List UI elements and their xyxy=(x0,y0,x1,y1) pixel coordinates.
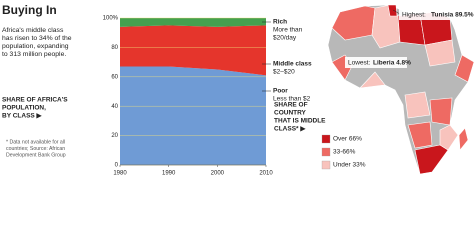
area xyxy=(120,25,266,76)
chart-caption: BY CLASS ▶ xyxy=(2,113,43,120)
map-title: SHARE OF xyxy=(274,102,308,109)
intro-text: has risen to 34% of the xyxy=(2,35,72,42)
series-description: More than xyxy=(273,27,303,34)
highest-label: Highest: xyxy=(402,12,426,19)
series-description: $2–$20 xyxy=(273,69,295,76)
x-tick-label: 1990 xyxy=(162,171,176,177)
chart-caption: POPULATION, xyxy=(2,105,46,112)
legend-label: 33-66% xyxy=(333,149,356,156)
legend-label: Under 33% xyxy=(333,162,366,169)
series-name: Rich xyxy=(273,19,287,26)
area xyxy=(120,18,266,27)
footnote: * Data not available for all xyxy=(6,139,65,145)
intro-text: population, expanding xyxy=(2,43,69,50)
y-tick-label: 40 xyxy=(111,104,118,110)
series-name: Poor xyxy=(273,88,288,95)
africa-map xyxy=(327,4,474,175)
lowest-value: Liberia 4.8% xyxy=(373,60,411,67)
map-title: COUNTRY xyxy=(274,110,307,117)
title: Buying In xyxy=(2,3,57,17)
legend-swatch xyxy=(321,160,331,170)
legend-label: Over 66% xyxy=(333,136,362,143)
legend-swatch xyxy=(321,134,331,144)
footnote: Development Bank Group xyxy=(6,152,66,158)
footnote: countries; Source: African xyxy=(6,146,65,152)
series-description: Less than $2 xyxy=(273,96,311,103)
y-tick-label: 60 xyxy=(111,74,118,80)
chart-caption: SHARE OF AFRICA'S xyxy=(2,97,68,104)
map-title: CLASS* ▶ xyxy=(274,126,306,133)
lowest-label: Lowest: xyxy=(348,60,371,67)
y-tick-label: 0 xyxy=(115,163,119,169)
legend-swatch xyxy=(321,147,331,157)
y-tick-label: 20 xyxy=(111,133,118,139)
highest-value: Tunisia 89.5% xyxy=(431,12,474,19)
y-tick-label: 80 xyxy=(111,45,118,51)
x-tick-label: 2010 xyxy=(259,171,273,177)
infographic: Buying In Highest: Tunisia 89.5% Lowest:… xyxy=(2,3,474,177)
area xyxy=(120,66,266,165)
x-tick-label: 1980 xyxy=(113,171,127,177)
series-description: $20/day xyxy=(273,35,297,42)
intro-text: to 313 million people. xyxy=(2,51,66,58)
map-title: THAT IS MIDDLE xyxy=(274,118,326,125)
x-tick-label: 2000 xyxy=(211,171,225,177)
intro-text: Africa's middle class xyxy=(2,27,64,34)
series-name: Middle class xyxy=(273,61,312,68)
y-tick-label: 100% xyxy=(103,16,119,22)
